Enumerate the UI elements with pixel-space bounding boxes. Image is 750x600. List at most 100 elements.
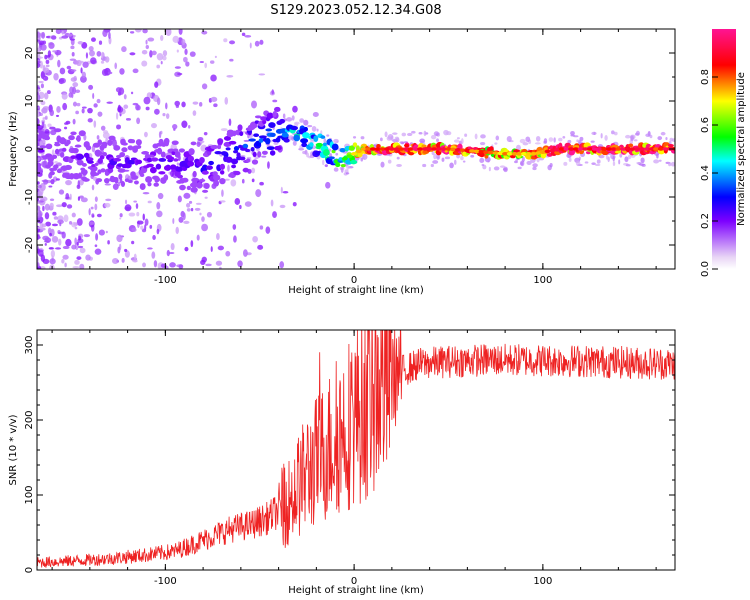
spectrogram-cell xyxy=(316,128,319,132)
spectrogram-cell xyxy=(168,251,175,255)
spectrogram-cell xyxy=(154,108,160,115)
spectrogram-cell xyxy=(190,207,194,212)
spectrogram-cell xyxy=(55,29,62,35)
spectrogram-cell xyxy=(221,189,224,197)
spectrogram-cell xyxy=(352,136,357,139)
spectrogram-cell xyxy=(50,250,55,258)
spectrogram-cell xyxy=(97,111,103,117)
spectrogram-cell xyxy=(525,136,531,143)
spectrogram-cell xyxy=(37,149,45,153)
snr-panel: -100 0 100 0 100 200 300 Height of straight li… xyxy=(8,329,676,596)
spectrogram-cell xyxy=(252,151,257,157)
spectrogram-cell xyxy=(37,266,40,269)
spectrogram-cell xyxy=(53,164,59,170)
spectrogram-cell xyxy=(172,123,178,130)
spectrogram-cell xyxy=(143,96,151,105)
spectrogram-cell xyxy=(210,246,213,253)
spectrogram-cell xyxy=(200,259,206,266)
spectrogram-cell xyxy=(271,89,275,95)
spectrogram-ridge-cell xyxy=(634,147,641,151)
spectrogram-cell xyxy=(149,166,157,174)
spectrogram-cell xyxy=(196,181,203,189)
spectrogram-cell xyxy=(454,159,457,165)
spectrogram-cell xyxy=(380,137,383,142)
spectrogram-cell xyxy=(91,213,95,218)
spectrogram-cell xyxy=(186,203,191,208)
spectrogram-cell xyxy=(274,106,281,112)
spectrogram-cell xyxy=(66,139,71,145)
spectrogram-cell xyxy=(165,113,170,119)
spectrogram-cell xyxy=(121,142,128,146)
spectrogram-cell xyxy=(117,104,122,113)
spectrogram-cell xyxy=(154,81,159,88)
spectrogram-cell xyxy=(85,254,91,261)
spectrogram-ridge-cell xyxy=(492,151,499,155)
spectrogram-cell xyxy=(64,122,69,125)
spectrogram-cell xyxy=(233,235,237,243)
spectrogram-cell xyxy=(147,182,152,187)
spectrogram-cell xyxy=(65,238,72,247)
spectrogram-cell xyxy=(66,65,72,70)
spectrogram-cell xyxy=(470,154,475,158)
spectrogram-cell xyxy=(101,68,109,77)
spectrogram-cell xyxy=(169,262,176,268)
spectrogram-cell xyxy=(76,241,79,246)
spectrogram-cell xyxy=(325,181,331,189)
spectrogram-cell xyxy=(114,177,119,184)
spectrogram-cell xyxy=(506,136,512,142)
spectrogram-cell xyxy=(103,177,110,184)
spectrogram-cell xyxy=(39,112,43,117)
spectrogram-ridge-cell xyxy=(554,148,561,152)
spectrogram-cell xyxy=(668,162,672,167)
spectrogram-cell xyxy=(78,172,83,179)
spectrogram-cell xyxy=(274,145,282,151)
spectrogram-cell xyxy=(225,147,231,151)
colorbar-swatch xyxy=(712,29,736,269)
spectrogram-cell xyxy=(331,143,339,151)
spectrogram-cell xyxy=(87,160,94,164)
spectrogram-cell xyxy=(72,86,77,95)
spectrogram-cell xyxy=(241,178,245,184)
spectrogram-cell xyxy=(37,236,41,239)
spectrogram-cell xyxy=(194,207,201,211)
spectrogram-cell xyxy=(567,139,572,144)
spectrogram-cell xyxy=(407,132,413,137)
spectrogram-cell xyxy=(223,135,232,141)
spectrogram-cell xyxy=(129,52,136,56)
spectrogram-cell xyxy=(568,157,572,162)
spectrogram-cell xyxy=(269,132,276,137)
spectrogram-ridge-cell xyxy=(624,147,631,151)
spectrogram-cell xyxy=(63,214,69,223)
spectrogram-cell xyxy=(135,159,143,165)
spectrogram-cell xyxy=(37,85,40,88)
spectrogram-cell xyxy=(220,128,228,132)
spectrogram-cell xyxy=(612,161,616,167)
spectrogram-cell xyxy=(107,139,113,146)
spectrogram-cell xyxy=(148,154,155,158)
spectrogram-ridge-cell xyxy=(587,147,594,151)
spectrogram-cell xyxy=(251,167,256,174)
spectrogram-cell xyxy=(37,210,43,218)
spectrogram-cell xyxy=(58,189,65,195)
spectrogram-cell xyxy=(69,193,72,201)
spectrogram-cell xyxy=(177,174,183,179)
spectrogram-cell xyxy=(49,109,55,117)
spectrogram-cell xyxy=(479,157,485,164)
spectrogram-cell xyxy=(479,141,486,146)
spectrogram-cell xyxy=(147,200,152,204)
spectrogram-ridge-cell xyxy=(572,147,579,151)
spectrogram-cell xyxy=(121,147,128,153)
spectrogram-ridge-cell xyxy=(365,147,372,151)
spectrogram-cell xyxy=(279,118,286,124)
spectrogram-cell xyxy=(306,152,310,158)
spectrogram-cell xyxy=(432,160,439,164)
spectrogram-cell xyxy=(49,198,55,201)
spectrogram-cell xyxy=(210,74,217,82)
spectrogram-cell xyxy=(178,216,184,223)
spectrogram-cell xyxy=(532,166,537,171)
spectrogram-cell xyxy=(275,137,281,143)
spectrogram-cell xyxy=(166,249,170,257)
spectrogram-cell xyxy=(230,158,239,165)
spectrogram-cell xyxy=(270,139,273,143)
